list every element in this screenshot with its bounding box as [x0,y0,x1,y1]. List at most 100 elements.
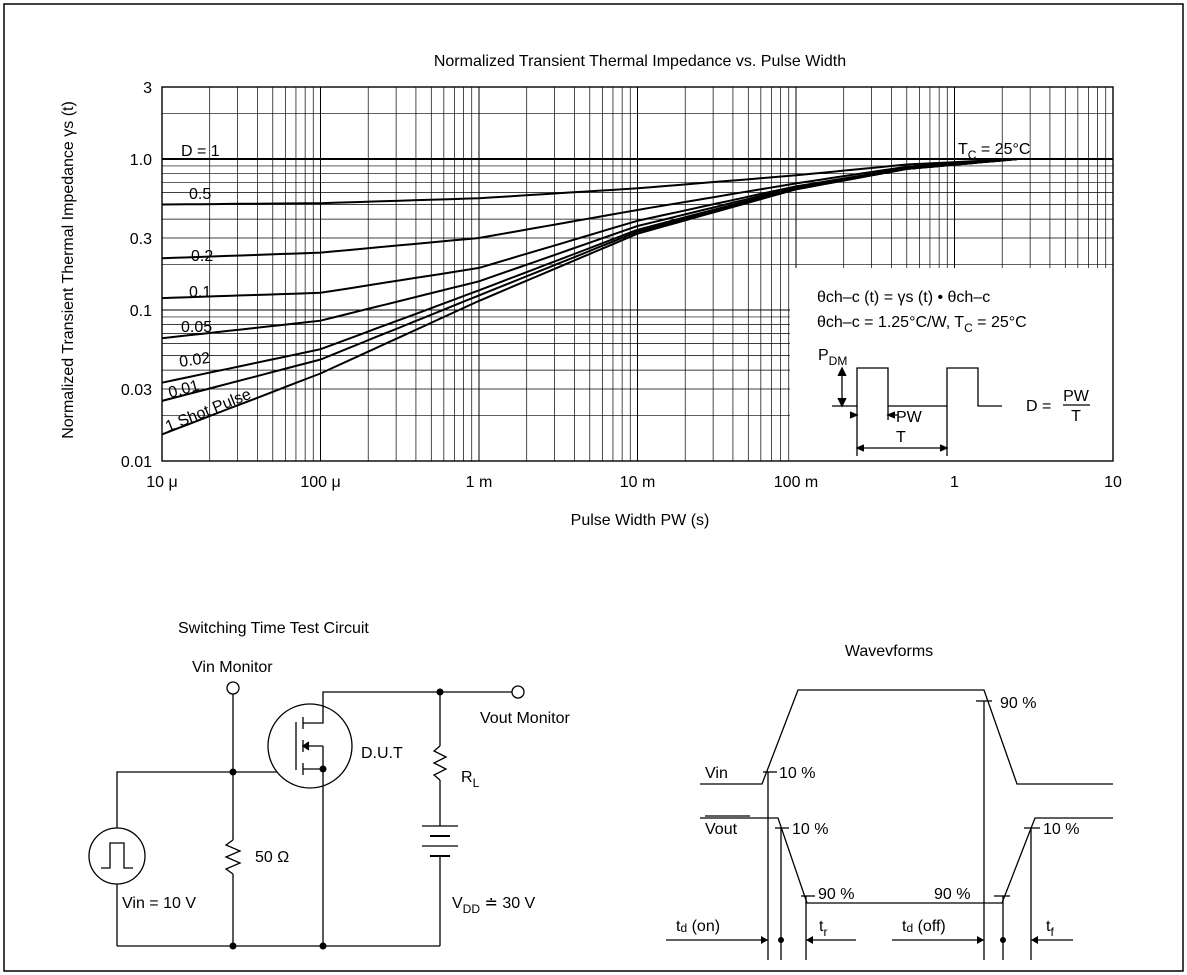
vin-source-label: Vin = 10 V [122,895,196,912]
pdm-letter: P [818,347,829,364]
p10-vin-label: 10 % [779,765,815,782]
tc-letter: T [958,141,968,158]
pw-label: PW [896,409,923,426]
vout-monitor-label: Vout Monitor [480,710,571,727]
formula2-b: = 25°C [973,314,1027,331]
duty-denominator: T [1071,408,1081,425]
p10-vout-right-label: 10 % [1043,821,1079,838]
x-tick-label: 1 [950,474,959,491]
tf-label: tf [1046,918,1054,939]
tf-t: t [1046,918,1051,935]
rl-letter: R [461,769,473,786]
curves [161,158,1113,436]
page-border [3,3,1184,972]
y-tick-label: 0.01 [121,454,152,471]
y-tick-label: 0.1 [130,303,152,320]
waveform-arrowheads [761,936,1038,944]
x-tick-label: 10 m [620,474,656,491]
dot-td-off [1000,937,1006,943]
x-tick-label: 10 [1104,474,1122,491]
junction-ground-left [229,942,237,950]
vdd-value: ≐ 30 V [480,895,536,912]
junction-source [319,765,327,773]
td-on-sub: d [680,921,687,935]
legend-inset-box [790,268,1113,461]
y-tick-label: 1.0 [130,152,152,169]
t-arrowheads [855,444,949,452]
vin-wave-label: Vin [705,765,728,782]
vdd-letter: V [452,895,463,912]
pulse-waveform [832,367,1002,407]
junction-gate [229,768,237,776]
switching-test-circuit: Switching Time Test Circuit Vin Monitor … [88,620,571,950]
pulse-source-circle [88,827,146,885]
tc-sub: C [968,148,977,162]
curve-label: 0.05 [181,319,212,336]
p10-vout-left-label: 10 % [792,821,828,838]
tc-value: = 25°C [976,141,1030,158]
vin-monitor-label: Vin Monitor [192,659,273,676]
p90-right-label: 90 % [934,886,970,903]
chart-title: Normalized Transient Thermal Impedance v… [434,53,846,70]
vout-waveform [700,817,1113,904]
rl-label: RL [461,769,480,790]
dot-td-on [778,937,784,943]
x-tick-label: 1 m [466,474,493,491]
junction-ground-mid [319,942,327,950]
td-off-label: td (off) [902,918,946,935]
y-axis-label: Normalized Transient Thermal Impedance γ… [60,101,77,439]
td-on-t: t [676,918,681,935]
x-tick-label: 10 μ [146,474,177,491]
curve-label: D = 1 [181,143,220,160]
curve-label: 0.02 [178,350,211,371]
td-off-sub: d [906,921,913,935]
t-period-label: T [896,429,906,446]
arrowhead-td-on [761,936,768,944]
y-tick-label: 0.03 [121,382,152,399]
vin-waveform [700,689,1113,785]
pulse-symbol [101,842,133,869]
arrowhead-tf [1031,936,1038,944]
pulse-diagram [832,366,1002,456]
dut-label: D.U.T [361,745,403,762]
axis-tick-labels: 10 μ 100 μ 1 m 10 m 100 m 1 10 3 1.0 0.3 0.1 0.03 0.… [121,80,1122,491]
pw-arrowheads [849,411,896,419]
curve-label: 0.2 [191,248,213,265]
x-tick-label: 100 μ [300,474,340,491]
circuit-junctions [229,688,444,950]
arrowhead-td-off [977,936,984,944]
tc-label: TC = 25°C [958,141,1030,162]
duty-eq-label: D = [1026,398,1051,415]
body-arrow [301,741,310,751]
vdd-label: VDD ≐ 30 V [452,895,536,916]
vout-monitor-terminal [511,685,525,699]
y-tick-label: 0.3 [130,231,152,248]
formula2-sub: C [964,321,973,335]
td-on-suffix: (on) [687,918,720,935]
td-off-t: t [902,918,907,935]
drain-lead [303,691,440,724]
circuit-wires [88,681,525,947]
resistor-label: 50 Ω [255,849,289,866]
pdm-label: PDM [818,347,847,368]
formula-line-2: θch–c = 1.25°C/W, TC = 25°C [817,314,1027,335]
pdm-arrowheads [837,366,847,408]
formula-line-1: θch–c (t) = γs (t) • θch–c [817,289,990,306]
curve-label: 0.1 [189,284,211,301]
duty-numerator: PW [1063,388,1090,405]
waveform-lines [666,689,1113,960]
vdd-sub: DD [463,902,481,916]
td-on-label: td (on) [676,918,720,935]
thermal-impedance-chart: Normalized Transient Thermal Impedance v… [60,53,1122,529]
zigzag-rl [432,745,448,781]
curve-line [161,158,1113,436]
p90-top-label: 90 % [1000,695,1036,712]
x-axis-label: Pulse Width PW (s) [571,512,710,529]
junction-drain [436,688,444,696]
plot-frame [161,86,1114,462]
arrowhead-tr [806,936,813,944]
waveforms-title: Wavevforms [845,643,933,660]
p90-left-label: 90 % [818,886,854,903]
tr-sub: r [823,925,827,939]
